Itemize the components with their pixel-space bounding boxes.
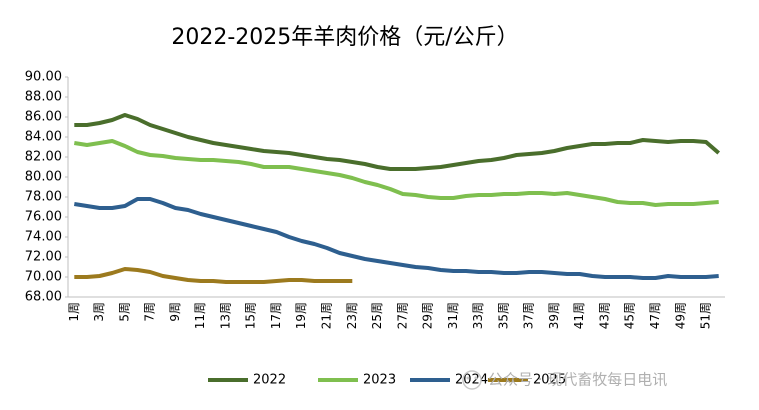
- series-line: [73, 139, 719, 207]
- y-tick-label: 70.00: [25, 270, 62, 285]
- watermark-icon: [462, 370, 482, 390]
- x-tick-label: 33周: [471, 302, 485, 329]
- series-line: [73, 197, 719, 280]
- series-line: [74, 113, 721, 171]
- y-tick-label: 76.00: [25, 210, 62, 225]
- y-tick-label: 72.00: [25, 250, 62, 265]
- x-tick-label: 19周: [294, 302, 308, 329]
- x-tick-label: 51周: [699, 302, 713, 329]
- y-tick-label: 90.00: [25, 70, 62, 85]
- x-tick-label: 3周: [92, 302, 106, 322]
- y-tick-label: 68.00: [25, 290, 62, 305]
- x-tick-label: 1周: [67, 302, 81, 322]
- y-tick-label: 82.00: [25, 150, 62, 165]
- x-tick-label: 31周: [446, 302, 460, 329]
- x-tick-label: 11周: [193, 302, 207, 329]
- x-tick-label: 23周: [345, 302, 359, 329]
- x-tick-label: 17周: [269, 302, 283, 329]
- y-tick-label: 80.00: [25, 170, 62, 185]
- x-tick-label: 47周: [648, 302, 662, 329]
- x-tick-label: 5周: [117, 302, 131, 322]
- x-tick-label: 9周: [168, 302, 182, 322]
- x-tick-label: 15周: [244, 302, 258, 329]
- x-tick-label: 41周: [572, 302, 586, 329]
- y-tick-label: 86.00: [25, 110, 62, 125]
- y-tick-label: 74.00: [25, 230, 62, 245]
- legend-label: 2024: [455, 373, 488, 388]
- x-tick-label: 39周: [547, 302, 561, 329]
- legend-label: 2022: [253, 373, 286, 388]
- x-tick-label: 27周: [395, 302, 409, 329]
- x-tick-label: 35周: [496, 302, 510, 329]
- x-tick-label: 13周: [218, 302, 232, 329]
- y-tick-label: 88.00: [25, 90, 62, 105]
- watermark: 公众号 · 现代畜牧每日电讯: [488, 371, 667, 389]
- y-tick-label: 84.00: [25, 130, 62, 145]
- x-tick-label: 43周: [597, 302, 611, 329]
- series-line: [74, 267, 353, 284]
- y-tick-label: 78.00: [25, 190, 62, 205]
- x-tick-label: 25周: [370, 302, 384, 329]
- x-tick-label: 49周: [673, 302, 687, 329]
- x-tick-label: 37周: [522, 302, 536, 329]
- x-tick-label: 7周: [143, 302, 157, 322]
- x-tick-label: 21周: [320, 302, 334, 329]
- x-tick-label: 29周: [421, 302, 435, 329]
- legend-label: 2025: [533, 373, 566, 388]
- legend-label: 2023: [363, 373, 396, 388]
- x-tick-label: 45周: [623, 302, 637, 329]
- chart-title: 2022-2025年羊肉价格（元/公斤）: [171, 25, 518, 50]
